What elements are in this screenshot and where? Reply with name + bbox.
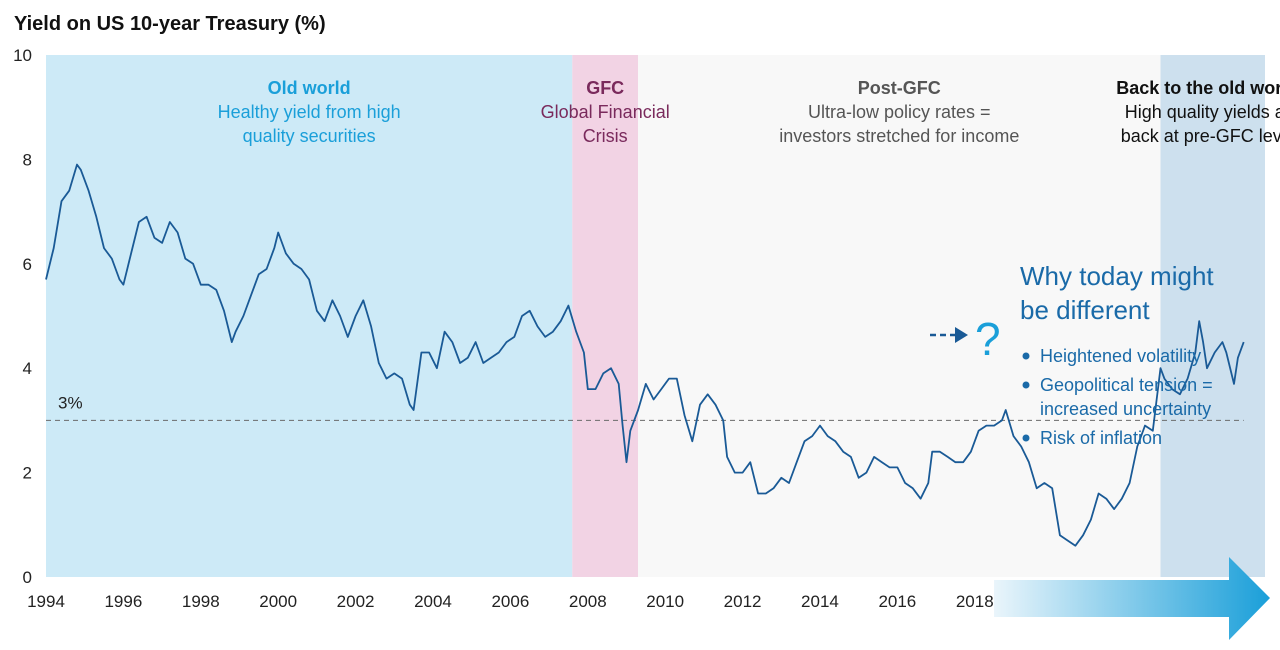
reference-line-label: 3% [58, 393, 83, 412]
x-tick-label-8: 2010 [646, 592, 684, 611]
yield-series-line [45, 163, 1245, 547]
region-text-2-0: Ultra-low policy rates = [808, 102, 991, 122]
region-heading-3: Back to the old world? [1116, 78, 1280, 98]
side-panel-heading-line2: be different [1020, 295, 1150, 325]
period-regions [46, 55, 1265, 577]
x-tick-label-6: 2006 [491, 592, 529, 611]
bullet-dot-2 [1022, 434, 1030, 442]
x-tick-label-12: 2018 [956, 592, 994, 611]
region-heading-0: Old world [268, 78, 351, 98]
region-2 [638, 55, 1161, 577]
chart-title: Yield on US 10-year Treasury (%) [14, 13, 326, 35]
bullet-dot-0 [1022, 352, 1030, 360]
region-1 [572, 55, 639, 577]
y-tick-label-1: 2 [23, 464, 32, 483]
bullet-text-2-0: Risk of inflation [1040, 428, 1162, 448]
x-tick-label-10: 2014 [801, 592, 839, 611]
y-tick-label-2: 4 [23, 359, 32, 378]
region-text-0-1: quality securities [243, 126, 376, 146]
x-tick-label-11: 2016 [878, 592, 916, 611]
x-tick-label-5: 2004 [414, 592, 452, 611]
region-text-1-0: Global Financial [541, 102, 670, 122]
region-heading-1: GFC [586, 78, 624, 98]
y-tick-label-5: 10 [13, 46, 32, 65]
y-tick-label-3: 6 [23, 255, 32, 274]
y-axis: 0 2 4 6 8 10 [13, 46, 32, 587]
bullet-text-1-1: increased uncertainty [1040, 399, 1211, 419]
side-panel-bullets: Heightened volatility Geopolitical tensio… [1022, 346, 1213, 448]
region-text-3-0: High quality yields are [1125, 102, 1280, 122]
x-tick-label-2: 1998 [182, 592, 220, 611]
right-arrow-icon [994, 557, 1270, 640]
region-text-3-1: back at pre-GFC levels [1121, 126, 1280, 146]
region-text-0-0: Healthy yield from high [218, 102, 401, 122]
side-panel-heading-line1: Why today might [1020, 261, 1214, 291]
x-tick-label-4: 2002 [337, 592, 375, 611]
bullet-dot-1 [1022, 381, 1030, 389]
question-mark: ? [975, 313, 1001, 365]
region-heading-2: Post-GFC [858, 78, 941, 98]
x-tick-label-0: 1994 [27, 592, 65, 611]
x-tick-label-3: 2000 [259, 592, 297, 611]
period-region-labels: Old world Healthy yield from high quality … [218, 78, 1280, 146]
bullet-text-1-0: Geopolitical tension = [1040, 375, 1213, 395]
bullet-text-0-0: Heightened volatility [1040, 346, 1201, 366]
y-tick-label-0: 0 [23, 568, 32, 587]
x-tick-label-1: 1996 [104, 592, 142, 611]
region-3 [1160, 55, 1265, 577]
dashed-arrow-icon [930, 327, 968, 343]
region-0 [46, 55, 573, 577]
region-text-2-1: investors stretched for income [779, 126, 1019, 146]
x-tick-label-7: 2008 [569, 592, 607, 611]
region-text-1-1: Crisis [583, 126, 628, 146]
x-tick-label-9: 2012 [724, 592, 762, 611]
y-tick-label-4: 8 [23, 150, 32, 169]
